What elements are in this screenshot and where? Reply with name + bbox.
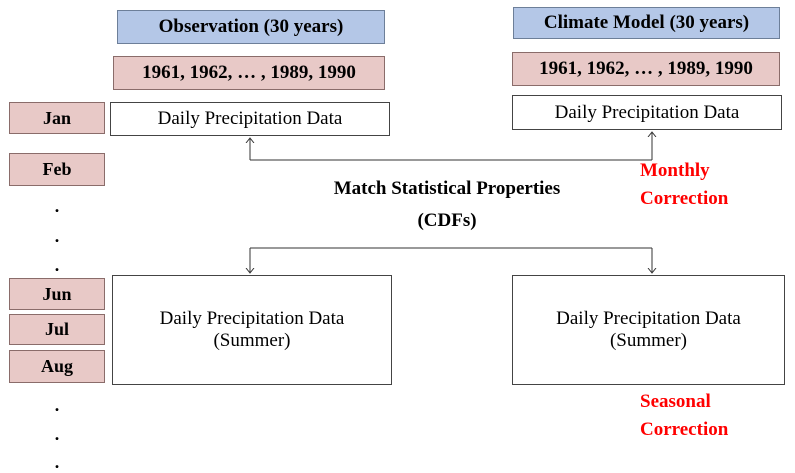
ellipsis-dot: . <box>54 424 60 444</box>
monthly-correction: Correction <box>640 188 729 209</box>
month: Jan <box>9 102 105 134</box>
observation-years: 1961, 1962, … , 1989, 1990 <box>113 56 385 90</box>
month: Feb <box>9 153 105 186</box>
box-line: Daily Precipitation Data <box>556 308 741 329</box>
observation-data: Daily Precipitation Data <box>110 102 390 136</box>
ellipsis-dot: . <box>54 395 60 415</box>
model-data: Daily Precipitation Data <box>512 95 782 130</box>
box-line: (Summer) <box>213 330 291 351</box>
ellipsis-dot: . <box>54 452 60 472</box>
seasonal-correction: Correction <box>640 419 729 440</box>
observation-title: Observation (30 years) <box>117 10 385 44</box>
box-line: (Summer) <box>609 330 688 351</box>
center-label: (CDFs) <box>417 210 477 231</box>
monthly-correction: Monthly <box>640 160 710 181</box>
month: Jun <box>9 278 105 310</box>
ellipsis-dot: . <box>54 226 60 246</box>
month: Jul <box>9 314 105 345</box>
seasonal-correction: Seasonal <box>640 391 711 412</box>
box-line: Daily Precipitation Data <box>159 308 345 329</box>
observation-summer: Daily Precipitation Data (Summer) <box>112 275 392 385</box>
ellipsis-dot: . <box>54 196 60 216</box>
center-label: Match Statistical Properties <box>333 178 561 199</box>
ellipsis-dot: . <box>54 255 60 275</box>
month: Aug <box>9 350 105 383</box>
model-years: 1961, 1962, … , 1989, 1990 <box>512 52 780 86</box>
model-summer: Daily Precipitation Data (Summer) <box>512 275 785 385</box>
model-title: Climate Model (30 years) <box>513 7 780 39</box>
